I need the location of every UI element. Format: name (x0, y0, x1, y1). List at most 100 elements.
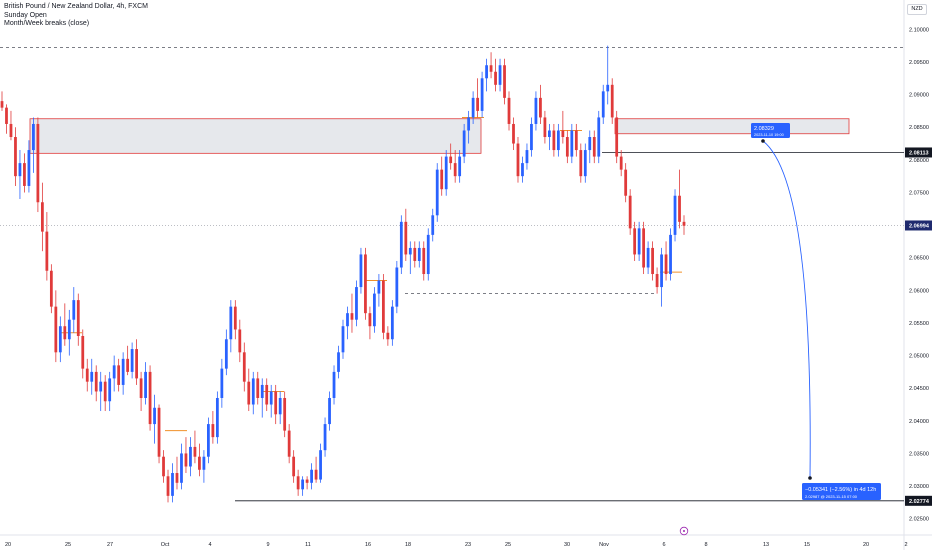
candle-body (54, 306, 58, 353)
candle-body (381, 280, 385, 333)
candle-body (408, 247, 412, 255)
candle-body (337, 352, 340, 372)
candle-body (193, 446, 197, 457)
candle-body (117, 365, 121, 385)
x-tick-label: 13 (763, 542, 769, 548)
candle-body (103, 381, 107, 402)
y-tick-label: 2.03000 (909, 484, 929, 490)
candle-body (198, 456, 201, 470)
price-label-box (905, 495, 932, 506)
candle-body (332, 371, 336, 398)
callout-bottom-change: −0.05341 (−2.56%) in 4d 12h (805, 487, 876, 493)
candle-body (556, 130, 560, 151)
candle-body (139, 378, 143, 398)
candle-body (27, 150, 31, 186)
y-tick-label: 2.05500 (909, 321, 929, 327)
y-tick-label: 2.02500 (909, 517, 929, 523)
candle-body (521, 163, 524, 177)
candle-body (476, 97, 479, 111)
candle-body (633, 228, 637, 255)
candle-body (63, 326, 67, 340)
candle-body (678, 195, 681, 222)
candle-body (265, 384, 269, 405)
candle-body (624, 169, 628, 196)
candle-body (9, 123, 13, 138)
candles-group (0, 45, 686, 503)
x-tick-label: 25 (65, 542, 71, 548)
candle-body (99, 381, 103, 392)
candle-body (355, 287, 358, 320)
candle-body (130, 349, 134, 372)
candle-body (251, 378, 255, 405)
candle-body (215, 397, 219, 438)
candle-body (682, 221, 686, 226)
candle-body (516, 143, 520, 177)
supply-zone-left (29, 118, 482, 154)
candle-body (278, 397, 282, 415)
candle-body (651, 247, 654, 275)
x-tick-label: 11 (305, 542, 311, 548)
symbol-title: British Pound / New Zealand Dollar, 4h, … (4, 3, 148, 10)
candle-body (606, 84, 610, 92)
y-tick-label: 2.05000 (909, 354, 929, 360)
x-tick-label: 6 (662, 542, 665, 548)
y-tick-label: 2.04000 (909, 419, 929, 425)
x-tick-label: 16 (365, 542, 371, 548)
candle-body (426, 234, 430, 275)
candle-body (543, 117, 547, 138)
candle-body (467, 117, 471, 131)
candle-body (570, 130, 574, 157)
candle-body (260, 384, 264, 398)
candle-body (72, 300, 76, 320)
candle-body (646, 247, 650, 268)
price-label: 2.06994 (909, 223, 930, 229)
candle-body (444, 156, 448, 190)
candle-body (664, 254, 668, 275)
candle-body (399, 221, 403, 268)
candle-body (373, 293, 376, 327)
candle-body (669, 234, 672, 275)
candle-body (45, 231, 49, 271)
callout-top-time: 2023-11-10 19:00 (754, 133, 784, 137)
candle-body (507, 97, 511, 124)
candle-body (135, 349, 138, 379)
price-label: 2.02774 (909, 499, 930, 505)
chart-legend: British Pound / New Zealand Dollar, 4h, … (4, 3, 148, 29)
candle-body (364, 254, 367, 314)
indicator-sunday-open: Sunday Open (4, 11, 47, 19)
candle-body (395, 267, 399, 307)
candle-body (81, 336, 85, 369)
candle-body (40, 202, 44, 232)
x-tick-label: 8 (704, 542, 707, 548)
callout-top-value: 2.08329 (754, 126, 774, 132)
candle-body (171, 473, 174, 496)
supply-zone-right (614, 118, 850, 135)
candle-body (642, 228, 646, 268)
candle-body (157, 407, 161, 457)
candle-body (417, 247, 421, 261)
candle-body (283, 397, 287, 431)
candle-body (18, 163, 22, 177)
currency-button[interactable]: NZD (907, 4, 927, 15)
callout-top-box (751, 123, 790, 138)
candle-body (202, 456, 206, 470)
candle-body (413, 247, 417, 261)
candle-body (67, 319, 71, 340)
y-tick-label: 2.08500 (909, 125, 929, 131)
x-tick-label: 25 (505, 542, 511, 548)
candle-body (36, 123, 40, 203)
candle-body (76, 300, 80, 337)
candle-body (0, 101, 4, 108)
candle-body (162, 456, 165, 477)
candle-body (242, 352, 246, 382)
y-tick-label: 2.06000 (909, 288, 929, 294)
x-tick-label: 30 (564, 542, 570, 548)
candle-body (292, 456, 296, 477)
candle-body (144, 371, 147, 398)
candle-body (530, 123, 533, 151)
candle-body (561, 130, 565, 138)
candle-body (189, 446, 192, 467)
